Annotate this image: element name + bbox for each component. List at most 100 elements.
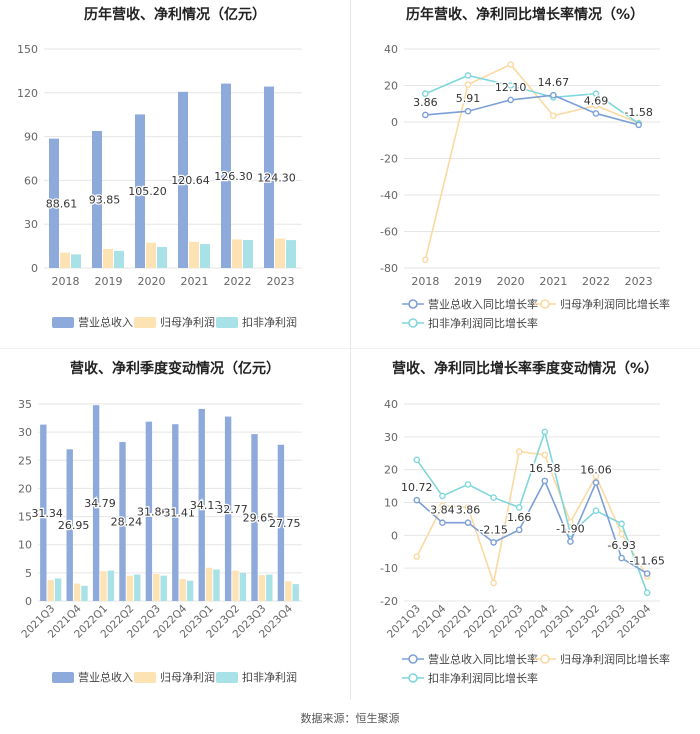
data-point	[490, 494, 497, 501]
line-revenue-growth	[416, 479, 648, 575]
y-tick-label: 150	[17, 43, 38, 56]
chart-title-quarterly-revenue: 营收、净利季度变动情况（亿元）	[70, 361, 280, 377]
y-tick-label: 30	[384, 431, 398, 444]
y-tick-label: -10	[380, 562, 398, 575]
data-point	[413, 553, 421, 560]
data-point	[507, 82, 514, 89]
data-point	[422, 256, 429, 264]
x-tick-label: 2019	[454, 275, 482, 288]
x-tick-label: 2023	[625, 275, 653, 288]
panel-divider-vertical	[350, 0, 351, 700]
data-point	[515, 504, 523, 511]
y-tick-label: -60	[380, 226, 398, 239]
data-point	[515, 448, 523, 455]
data-label: 105.20	[128, 185, 167, 198]
bar-deducted-np	[160, 575, 167, 601]
data-label: 93.85	[89, 193, 121, 206]
bar-revenue	[221, 83, 231, 269]
data-point	[592, 472, 600, 480]
data-label: 31.34	[31, 507, 63, 520]
y-tick-label: 20	[18, 482, 32, 495]
legend-swatch	[134, 317, 156, 328]
bar-deducted-np	[213, 569, 220, 601]
y-tick-label: 40	[384, 398, 398, 411]
legend-label: 扣非净利润	[242, 315, 297, 329]
x-tick-label: 2023	[267, 275, 295, 288]
legend-swatch	[216, 317, 238, 328]
data-point	[592, 110, 600, 117]
data-point	[507, 61, 514, 68]
bar-parent-np	[103, 248, 113, 268]
x-tick-label: 2020	[497, 275, 525, 288]
legend-label: 营业总收入同比增长率	[428, 297, 538, 311]
data-label: 4.69	[584, 94, 609, 107]
data-label: 34.13	[190, 499, 222, 512]
legend-swatch	[540, 654, 550, 664]
bar-parent-np	[179, 579, 186, 601]
bar-parent-np	[232, 239, 242, 268]
x-tick-label: 2019	[95, 275, 123, 288]
bar-deducted-np	[157, 246, 167, 268]
legend-swatch	[408, 318, 418, 328]
bar-revenue	[66, 449, 73, 601]
legend-label: 扣非净利润	[242, 670, 297, 684]
data-label: 1.66	[507, 511, 532, 524]
legend-swatch	[540, 299, 550, 309]
y-tick-label: -20	[380, 153, 398, 166]
bar-parent-np	[232, 570, 239, 601]
bar-revenue	[40, 424, 47, 601]
y-tick-label: 120	[17, 87, 38, 100]
legend-swatch	[216, 672, 238, 683]
data-label: 26.95	[58, 519, 90, 532]
legend-swatch	[52, 317, 74, 328]
data-label: 3.84	[430, 504, 455, 517]
bar-deducted-np	[239, 572, 247, 601]
y-tick-label: 40	[384, 43, 398, 56]
x-tick-label: 2020	[138, 275, 166, 288]
bar-deducted-np	[186, 580, 194, 601]
bar-parent-np	[275, 238, 285, 268]
bar-revenue	[135, 114, 145, 269]
data-point	[541, 428, 549, 436]
data-point	[490, 579, 497, 587]
data-label: -1.58	[624, 106, 652, 119]
data-point	[439, 519, 446, 527]
data-point	[439, 502, 446, 510]
data-label: -6.93	[607, 539, 635, 552]
data-point	[592, 479, 600, 486]
legend-label: 扣非净利润同比增长率	[428, 316, 538, 330]
bar-parent-np	[153, 573, 160, 601]
data-point	[635, 121, 642, 129]
data-label: 14.67	[538, 76, 570, 89]
data-point	[464, 481, 472, 488]
bar-deducted-np	[266, 574, 273, 601]
chart-title-quarterly-growth: 营收、净利同比增长率季度变动情况（%）	[391, 361, 659, 377]
data-label: 29.65	[243, 512, 275, 525]
bar-revenue	[92, 405, 100, 601]
bar-parent-np	[126, 575, 134, 601]
data-label: -1.90	[556, 523, 584, 536]
data-point	[592, 507, 600, 515]
data-point	[592, 90, 600, 98]
data-point	[464, 504, 472, 511]
data-label: 27.75	[269, 517, 301, 530]
bar-deducted-np	[243, 239, 253, 268]
x-tick-label: 2021	[181, 275, 209, 288]
line-parent-np-growth	[424, 63, 639, 260]
bar-parent-np	[73, 583, 81, 601]
bar-revenue	[172, 424, 179, 601]
y-tick-label: 5	[25, 567, 32, 580]
legend-label: 营业总收入	[78, 670, 133, 684]
legend-label: 营业总收入	[78, 315, 133, 329]
legend-label: 归母净利润同比增长率	[560, 652, 670, 666]
y-tick-label: 30	[18, 426, 32, 439]
legend-swatch	[52, 672, 74, 683]
bar-parent-np	[205, 567, 213, 601]
data-label: -2.15	[479, 523, 507, 536]
data-point	[541, 477, 549, 485]
legend-label: 扣非净利润同比增长率	[428, 671, 538, 685]
data-label: 10.72	[401, 481, 433, 494]
legend-swatch	[408, 654, 418, 664]
y-tick-label: 0	[25, 595, 32, 608]
bar-revenue	[198, 408, 205, 601]
